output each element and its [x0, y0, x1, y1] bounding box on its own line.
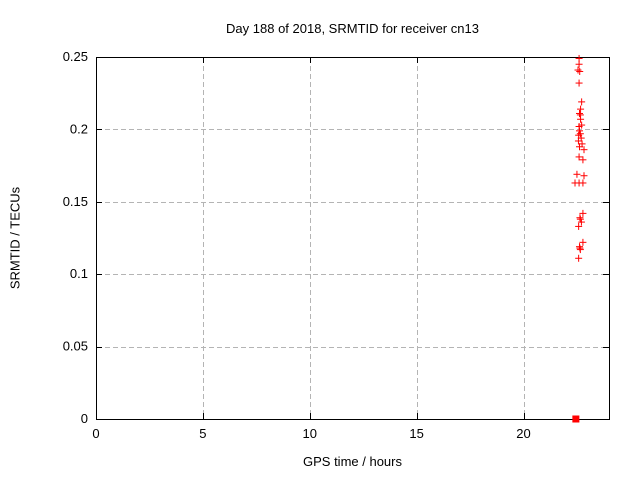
data-point-square: [572, 415, 580, 423]
x-tick-label: 20: [516, 426, 530, 441]
y-tick-label: 0.2: [70, 121, 88, 136]
y-tick-label: 0.25: [63, 49, 88, 64]
chart-title: Day 188 of 2018, SRMTID for receiver cn1…: [226, 21, 479, 36]
y-tick-label: 0.15: [63, 194, 88, 209]
x-tick-label: 0: [92, 426, 99, 441]
y-tick-label: 0.1: [70, 266, 88, 281]
x-axis-label: GPS time / hours: [303, 454, 402, 469]
x-tick-label: 10: [303, 426, 317, 441]
y-tick-label: 0: [81, 411, 88, 426]
y-tick-label: 0.05: [63, 339, 88, 354]
x-tick-label: 15: [409, 426, 423, 441]
x-tick-label: 5: [199, 426, 206, 441]
plot-border: [96, 57, 610, 420]
